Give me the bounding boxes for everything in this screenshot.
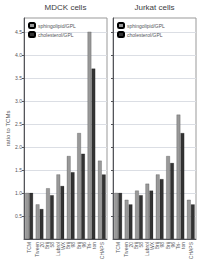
svg-text:cholesterol/GPL: cholesterol/GPL: [38, 32, 74, 38]
svg-text:TCM: TCM: [115, 242, 121, 253]
svg-text:20: 20: [128, 242, 135, 248]
svg-text:Jurkat cells: Jurkat cells: [134, 3, 174, 12]
svg-text:98: 98: [70, 242, 77, 248]
svg-text:sphingolipid/GPL: sphingolipid/GPL: [38, 23, 76, 29]
svg-text:Brij: Brij: [65, 242, 72, 250]
svg-text:ratio to TCMs: ratio to TCMs: [5, 111, 11, 147]
svg-text:0.5: 0.5: [15, 213, 22, 219]
svg-text:58: 58: [49, 242, 56, 248]
svg-text:96: 96: [80, 242, 87, 248]
svg-text:CHAPS: CHAPS: [188, 241, 194, 259]
svg-text:ton: ton: [180, 242, 186, 249]
svg-text:TCM: TCM: [26, 242, 32, 253]
svg-text:Brij: Brij: [75, 242, 82, 250]
svg-text:WX: WX: [59, 242, 66, 251]
svg-text:58: 58: [138, 242, 145, 248]
svg-text:sphingolipid/GPL: sphingolipid/GPL: [127, 23, 165, 29]
svg-text:MDCK cells: MDCK cells: [45, 3, 87, 12]
svg-text:2.5: 2.5: [15, 121, 22, 127]
svg-text:Lubrol: Lubrol: [54, 242, 61, 256]
svg-text:CHAPS: CHAPS: [99, 241, 105, 259]
svg-text:Tri-: Tri-: [85, 242, 92, 250]
svg-text:1.0: 1.0: [15, 190, 22, 196]
svg-text:Tween: Tween: [123, 242, 130, 257]
svg-text:Brij: Brij: [44, 242, 51, 250]
svg-text:3.0: 3.0: [15, 98, 22, 104]
svg-text:Brij: Brij: [154, 242, 161, 250]
svg-text:cholesterol/GPL: cholesterol/GPL: [127, 32, 163, 38]
svg-text:96: 96: [169, 242, 176, 248]
svg-text:2.0: 2.0: [15, 144, 22, 150]
svg-text:WX: WX: [148, 242, 155, 251]
svg-text:20: 20: [39, 242, 46, 248]
svg-text:98: 98: [159, 242, 166, 248]
svg-text:ton: ton: [91, 242, 97, 249]
svg-text:Tween: Tween: [34, 242, 41, 257]
svg-text:4.0: 4.0: [15, 52, 22, 58]
svg-text:Brij: Brij: [164, 242, 171, 250]
svg-text:Brij: Brij: [133, 242, 140, 250]
svg-text:3.5: 3.5: [15, 75, 22, 81]
svg-text:1.5: 1.5: [15, 167, 22, 173]
svg-text:Tri-: Tri-: [174, 242, 181, 250]
svg-text:Lubrol: Lubrol: [143, 242, 150, 256]
svg-text:4.5: 4.5: [15, 29, 22, 35]
